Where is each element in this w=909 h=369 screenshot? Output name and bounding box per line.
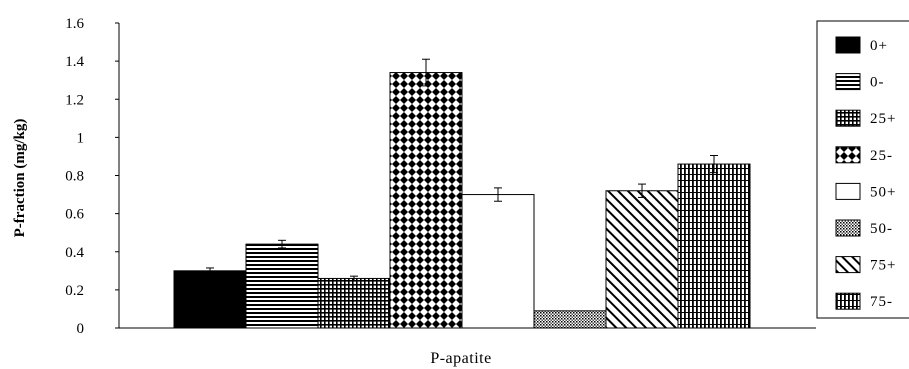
- y-tick-label: 0: [77, 321, 85, 337]
- legend-label: 50+: [870, 184, 896, 200]
- legend-swatch-50+: [835, 182, 861, 200]
- legend-label: 75-: [870, 294, 893, 310]
- legend-label: 75+: [870, 258, 896, 274]
- legend: 0+ 0- 25+ 25- 50+ 50- 75+ 75-: [835, 36, 896, 310]
- bars-group: [173, 72, 751, 329]
- bar-75-: [677, 163, 751, 329]
- legend-box: [816, 20, 909, 319]
- legend-swatch-25-: [835, 146, 861, 164]
- bar-25-: [389, 72, 463, 329]
- y-tick-label: 1.6: [65, 16, 84, 32]
- bar-75+: [605, 190, 679, 329]
- legend-label: 25+: [870, 111, 896, 127]
- bar-0+: [173, 270, 247, 329]
- y-tick-label: 1.4: [65, 54, 84, 70]
- y-tick-label: 0.2: [65, 283, 84, 299]
- legend-swatch-0+: [835, 36, 861, 54]
- bar-50-: [533, 310, 607, 329]
- legend-label: 50-: [870, 221, 893, 237]
- bar-25+: [317, 277, 391, 329]
- bar-50+: [461, 194, 535, 329]
- x-axis-label: P-apatite: [430, 350, 491, 367]
- legend-swatch-75-: [835, 292, 861, 310]
- legend-swatch-50-: [835, 219, 861, 237]
- y-tick-label: 1: [77, 130, 85, 146]
- error-bars-group: [206, 58, 718, 282]
- bar-0-: [245, 243, 319, 329]
- y-axis-label: P-fraction (mg/kg): [12, 119, 28, 238]
- legend-label: 0+: [870, 38, 888, 54]
- legend-swatch-75+: [835, 256, 861, 274]
- y-tick-label: 0.4: [65, 245, 84, 261]
- y-tick-label: 0.8: [65, 169, 84, 185]
- y-tick-label: 0.6: [65, 207, 84, 223]
- legend-label: 0-: [870, 75, 885, 91]
- legend-swatch-0-: [835, 73, 861, 91]
- legend-label: 25-: [870, 148, 893, 164]
- legend-swatch-25+: [835, 109, 861, 127]
- y-axis-ticks: 0 0.2 0.4 0.6 0.8 1 1.2 1.4 1.6: [65, 16, 119, 337]
- y-tick-label: 1.2: [65, 92, 84, 108]
